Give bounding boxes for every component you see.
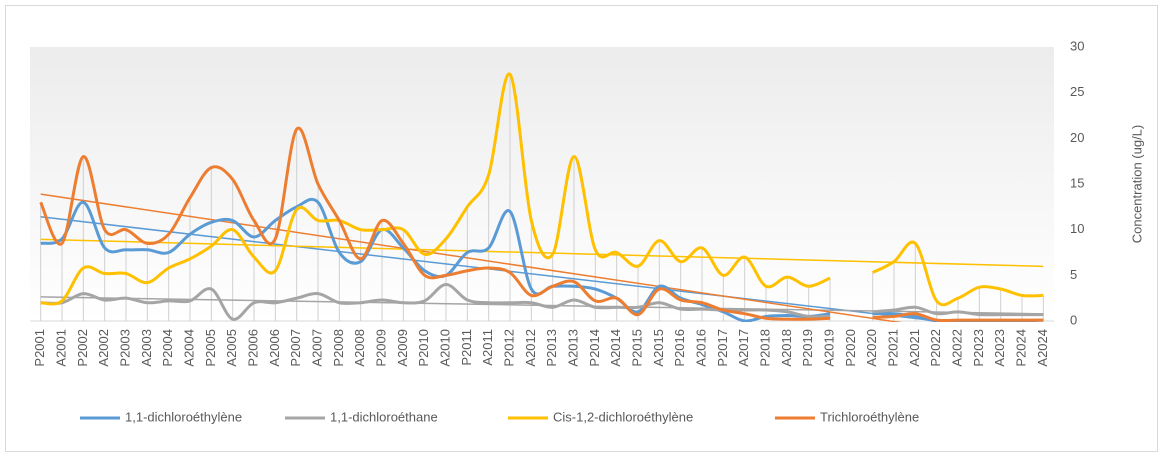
series-line [872,312,1044,322]
x-tick-label: P2023 [971,329,986,367]
x-tick-label: P2024 [1013,329,1028,367]
x-tick-label: A2006 [267,329,282,367]
series-line [872,305,1044,317]
x-tick-label: P2011 [459,329,474,366]
y-tick-label: 15 [1070,175,1084,190]
x-tick-label: P2012 [501,329,516,367]
series-line [40,72,831,306]
x-tick-label: P2013 [544,329,559,367]
x-tick-label: P2009 [373,329,388,367]
x-tick-label: P2008 [331,329,346,367]
x-tick-label: P2015 [629,329,644,367]
x-tick-label: A2024 [1035,329,1050,367]
series-line [871,240,1044,307]
x-tick-label: A2019 [821,329,836,367]
x-tick-label: A2023 [992,329,1007,367]
x-tick-label: P2022 [928,329,943,367]
x-tick-label: P2001 [32,329,47,367]
plot-background [30,47,1054,321]
x-tick-label: P2007 [288,329,303,367]
legend-label: Trichloroéthylène [820,409,919,424]
x-tick-label: A2003 [139,329,154,367]
x-tick-label: P2004 [160,329,175,367]
x-tick-label: A2005 [224,329,239,367]
x-tick-label: A2008 [352,329,367,367]
x-tick-label: A2004 [181,329,196,367]
x-tick-label: A2022 [949,329,964,367]
y-tick-label: 0 [1070,312,1077,327]
x-tick-label: P2005 [203,329,218,367]
x-tick-label: A2012 [523,329,538,367]
x-tick-label: A2001 [53,329,68,367]
series-line [39,126,831,321]
plot-area [39,72,1044,322]
x-tick-label: A2015 [651,329,666,367]
y-tick-label: 20 [1070,130,1084,145]
x-tick-label: A2016 [693,329,708,367]
x-tick-label: P2018 [757,329,772,367]
x-tick-label: P2006 [245,329,260,367]
x-tick-label: A2002 [96,329,111,367]
x-tick-label: P2014 [587,329,602,367]
trend-line [40,193,902,322]
x-tick-label: P2016 [672,329,687,367]
y-axis-label: Concentration (ug/L) [1129,125,1144,244]
legend-label: 1,1-dichloroéthylène [125,409,242,424]
legend-label: 1,1-dichloroéthane [330,409,438,424]
x-tick-label: A2013 [565,329,580,367]
legend-label: Cis-1,2-dichloroéthylène [553,409,693,424]
x-tick-label: A2009 [395,329,410,367]
x-tick-label: A2017 [736,329,751,367]
x-tick-label: A2018 [779,329,794,367]
x-tick-label: A2011 [480,329,495,366]
y-tick-label: 10 [1070,221,1084,236]
x-tick-label: P2021 [885,329,900,367]
y-tick-label: 25 [1070,84,1084,99]
x-tick-label: A2007 [309,329,324,367]
x-tick-label: P2002 [75,329,90,367]
y-tick-label: 5 [1070,267,1077,282]
x-tick-label: P2020 [843,329,858,367]
x-tick-label: P2010 [416,329,431,367]
x-tick-label: A2021 [907,329,922,367]
x-tick-label: P2017 [715,329,730,367]
x-tick-label: A2014 [608,329,623,367]
x-tick-label: P2003 [117,329,132,367]
y-tick-label: 30 [1070,38,1084,53]
series-line [40,282,831,321]
x-tick-label: P2019 [800,329,815,367]
x-tick-label: A2020 [864,329,879,367]
x-tick-label: A2010 [437,329,452,367]
